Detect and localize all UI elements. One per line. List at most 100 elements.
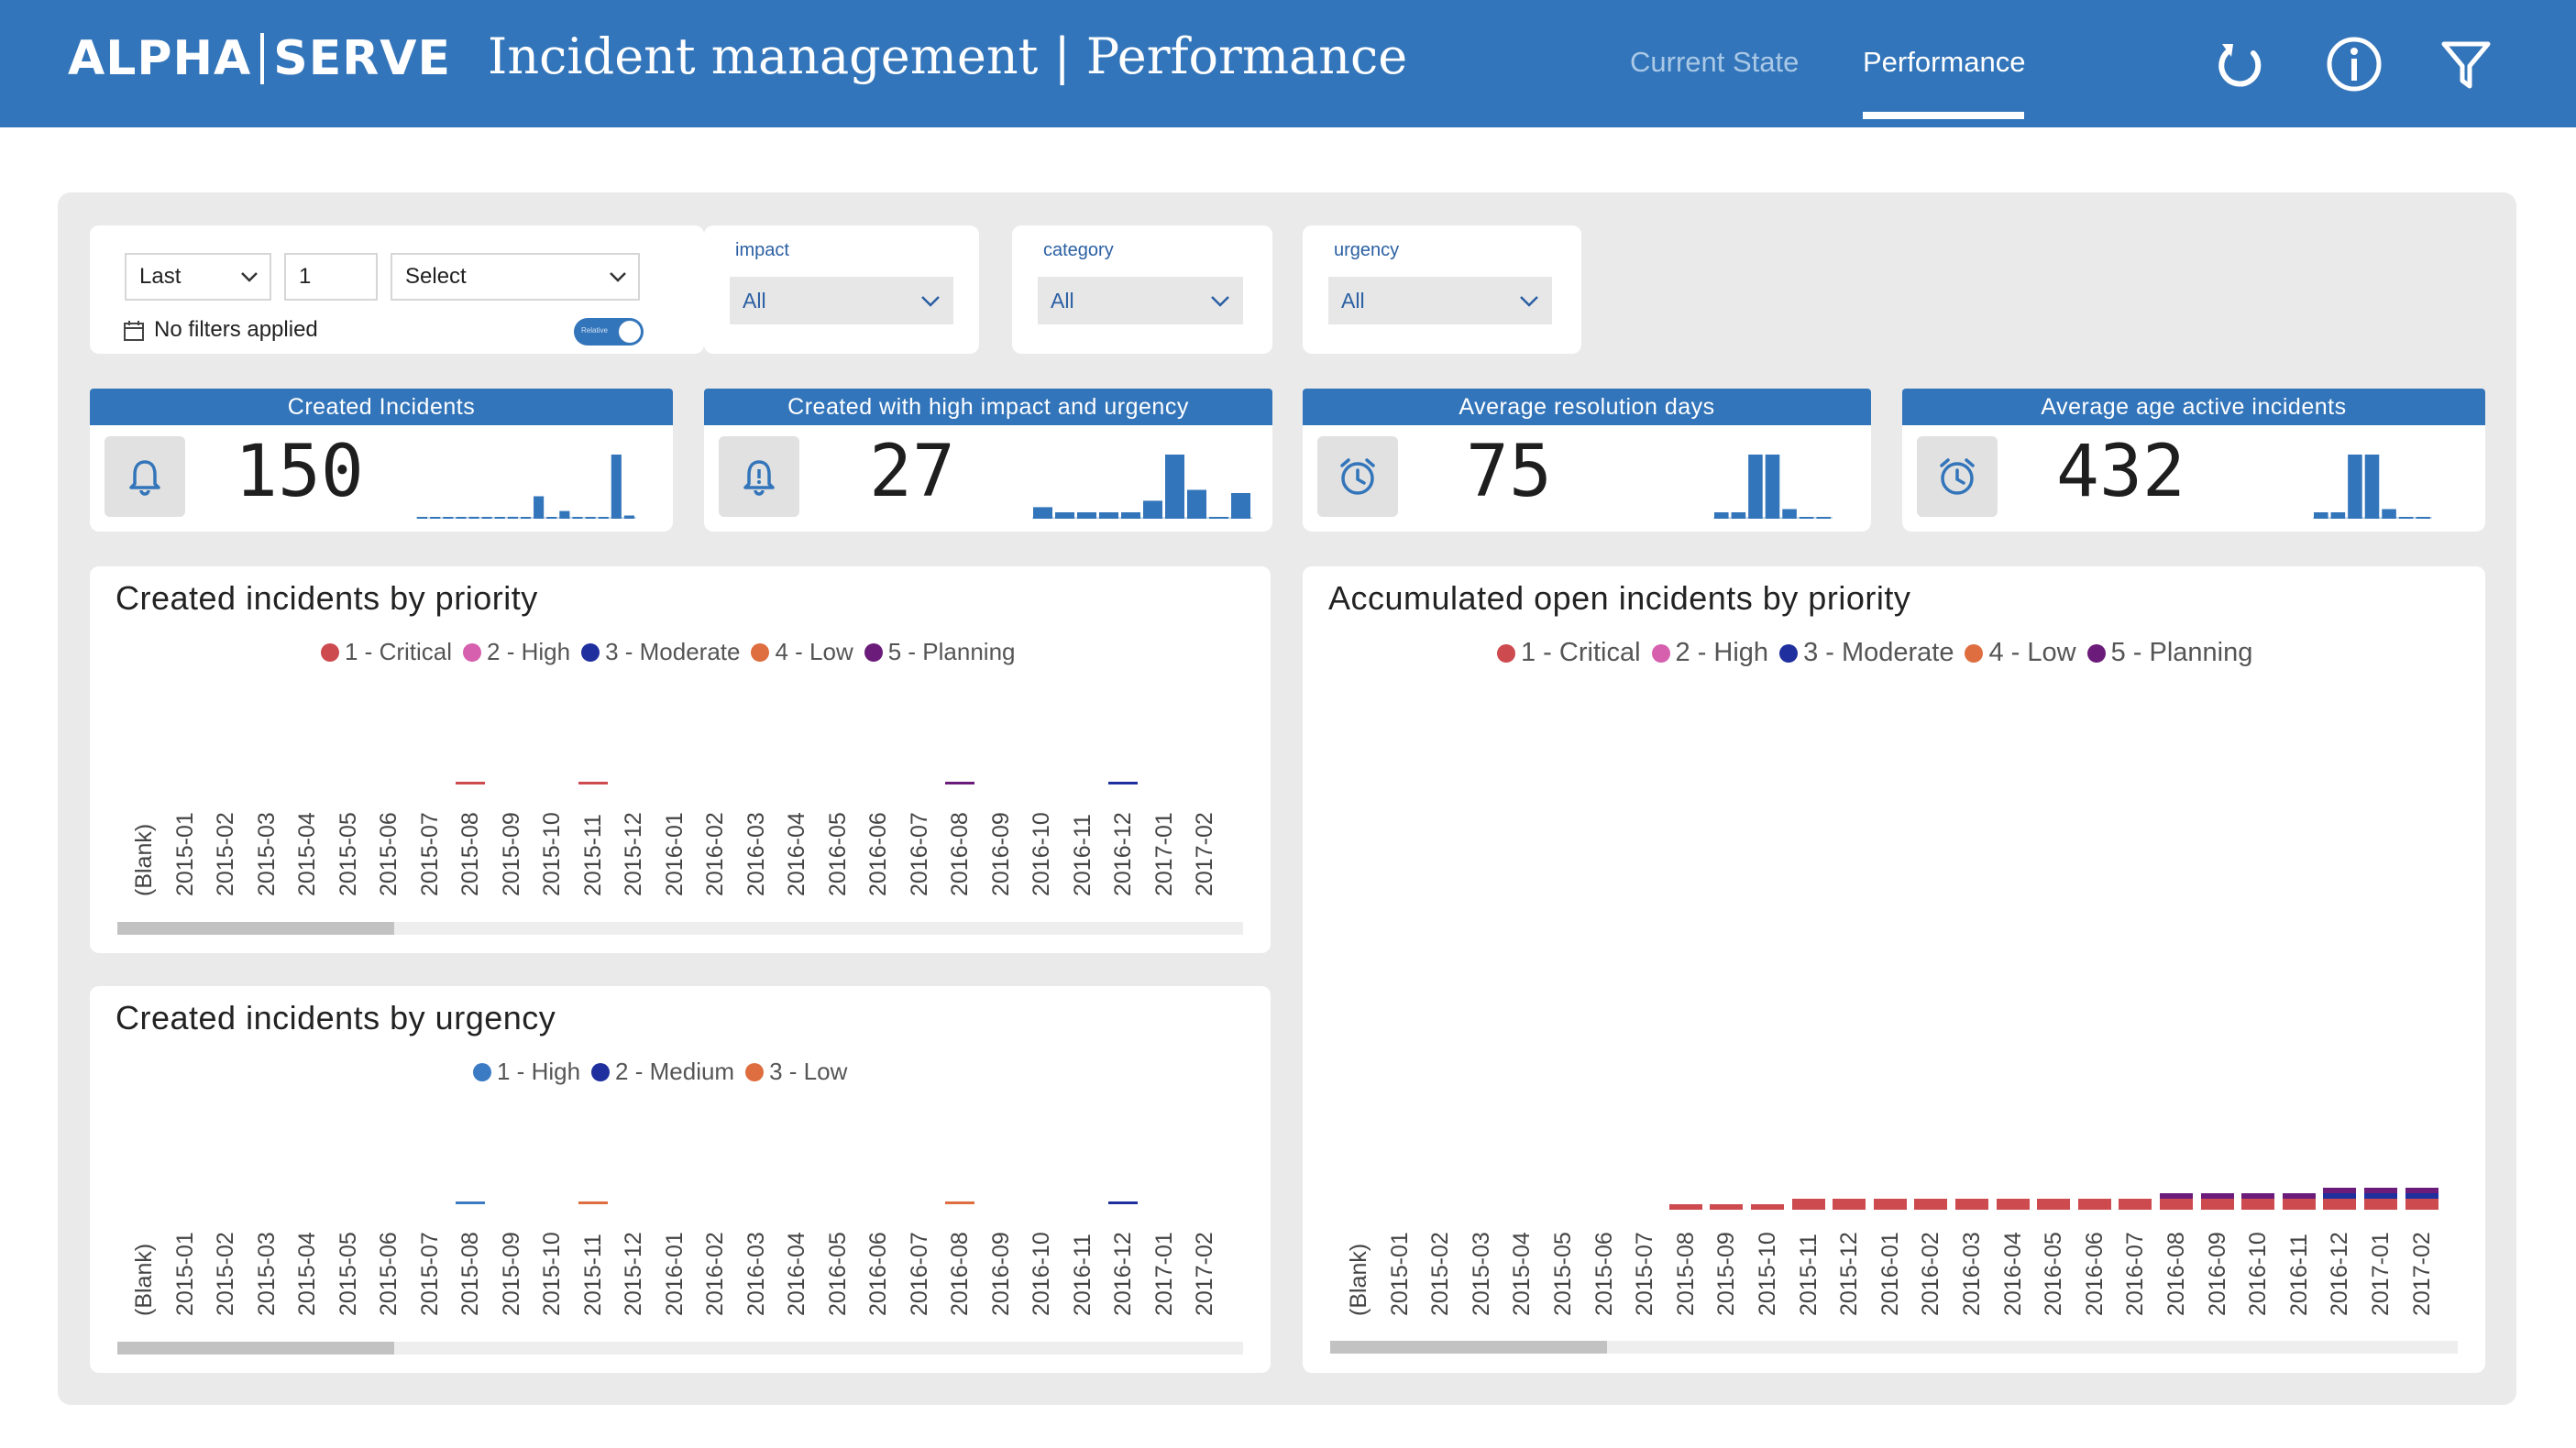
info-icon[interactable] [2323,33,2385,95]
legend-item[interactable]: 1 - Critical [1497,638,1641,668]
bar-segment[interactable] [2200,1193,2234,1199]
bar-segment[interactable] [2282,1199,2316,1210]
sparkline-bar [1143,500,1162,519]
kpi-value: 432 [2056,431,2185,513]
bar-segment[interactable] [2323,1193,2357,1199]
x-tick-label: 2016-10 [1029,812,1054,896]
urgency-slicer: urgency All [1303,225,1581,354]
x-tick-label: 2015-06 [1591,1232,1617,1316]
legend-marker [2086,643,2106,663]
legend-item[interactable]: 4 - Low [1965,638,2076,668]
bar-segment[interactable] [2364,1199,2397,1210]
x-tick-label: 2016-07 [906,812,932,896]
period-unit-dropdown[interactable]: Select [391,253,640,301]
sparkline-bar [417,517,428,519]
legend-item[interactable]: 2 - High [463,638,570,666]
bar-segment[interactable] [2405,1188,2438,1193]
refresh-icon[interactable] [2209,33,2272,95]
category-dropdown[interactable]: All [1038,277,1243,324]
bar-segment[interactable] [2160,1193,2193,1199]
sparkline-bar [1121,512,1140,519]
x-tick-label: 2015-02 [213,812,238,896]
x-tick-label: 2016-08 [947,812,973,896]
bar-segment[interactable] [2119,1199,2152,1210]
bar-segment[interactable] [1873,1199,1907,1210]
page-title: Incident management | Performance [488,27,1408,85]
bar-segment[interactable] [2282,1193,2316,1199]
scrollbar-thumb[interactable] [117,1342,394,1355]
x-tick-label: 2016-03 [743,1232,769,1316]
horizontal-scrollbar[interactable] [117,1342,1243,1355]
bar-segment[interactable] [945,782,974,784]
sparkline-bar [456,517,467,519]
bar-segment[interactable] [1108,782,1138,784]
bar-segment[interactable] [2405,1193,2438,1199]
bar-segment[interactable] [2037,1199,2071,1210]
legend-label: 5 - Planning [2110,638,2253,667]
bar-segment[interactable] [1914,1199,1948,1210]
bar-segment[interactable] [1996,1199,2030,1210]
period-mode-dropdown[interactable]: Last [125,253,271,301]
bar-segment[interactable] [945,1201,974,1204]
bar-segment[interactable] [1955,1199,1988,1210]
legend-item[interactable]: 5 - Planning [2086,638,2253,668]
legend-item[interactable]: 4 - Low [751,638,853,666]
horizontal-scrollbar[interactable] [117,922,1243,935]
bar-segment[interactable] [1833,1199,1866,1210]
horizontal-scrollbar[interactable] [1330,1341,2458,1354]
kpi-sparkline [2313,455,2432,519]
x-tick-label: 2016-09 [987,1232,1014,1316]
bar-segment[interactable] [2405,1199,2438,1210]
relative-toggle[interactable]: Relative [574,318,644,346]
bar-segment[interactable] [2241,1199,2275,1210]
sparkline-bar [1748,455,1763,519]
bar-segment[interactable] [2077,1199,2111,1210]
sparkline-bar [1782,509,1797,519]
x-tick-label: 2016-08 [947,1232,973,1316]
chart-created-by-priority: Created incidents by priority 1 - Critic… [90,566,1271,953]
legend-item[interactable]: 2 - High [1651,638,1768,668]
period-count-input[interactable]: 1 [284,253,378,301]
scrollbar-thumb[interactable] [1330,1341,1607,1354]
bar-segment[interactable] [2200,1199,2234,1210]
bar-segment[interactable] [578,782,608,784]
filter-icon[interactable] [2435,33,2497,95]
bar-segment[interactable] [1668,1204,1702,1210]
x-tick-label: 2016-03 [743,812,769,896]
legend-item[interactable]: 2 - Medium [591,1058,734,1086]
legend-item[interactable]: 3 - Moderate [581,638,740,666]
bar-segment[interactable] [1791,1199,1825,1210]
bar-segment[interactable] [1710,1204,1744,1210]
bar-segment[interactable] [1108,1201,1138,1204]
impact-dropdown[interactable]: All [730,277,953,324]
tab-performance[interactable]: Performance [1863,46,2026,78]
chevron-down-icon [1211,296,1229,307]
bar-segment[interactable] [456,1201,485,1204]
bar-segment[interactable] [2323,1188,2357,1193]
x-tick-label: 2016-11 [1069,1234,1095,1316]
x-tick-label: 2015-04 [294,1232,320,1316]
bar-segment[interactable] [578,1201,608,1204]
bar-segment[interactable] [2241,1193,2275,1199]
bar-segment[interactable] [2160,1199,2193,1210]
legend-item[interactable]: 1 - High [473,1058,580,1086]
bar-segment[interactable] [2323,1199,2357,1210]
legend-item[interactable]: 5 - Planning [864,638,1016,666]
urgency-dropdown[interactable]: All [1328,277,1552,324]
chevron-down-icon [921,296,940,307]
tab-current-state[interactable]: Current State [1630,46,1800,78]
chart-title: Created incidents by urgency [116,999,556,1037]
bar-segment[interactable] [1751,1204,1784,1210]
urgency-selected-value: All [1341,288,1365,313]
bar-segment[interactable] [456,782,485,784]
bar-segment[interactable] [2364,1193,2397,1199]
legend-item[interactable]: 1 - Critical [321,638,452,666]
x-tick-label: 2016-01 [661,1232,688,1316]
scrollbar-thumb[interactable] [117,922,394,935]
period-count-value: 1 [299,264,312,289]
legend-item[interactable]: 3 - Moderate [1779,638,1954,668]
kpi-title: Created Incidents [90,389,673,425]
legend-item[interactable]: 3 - Low [745,1058,847,1086]
x-tick-label: 2016-06 [865,1232,891,1316]
bar-segment[interactable] [2364,1188,2397,1193]
